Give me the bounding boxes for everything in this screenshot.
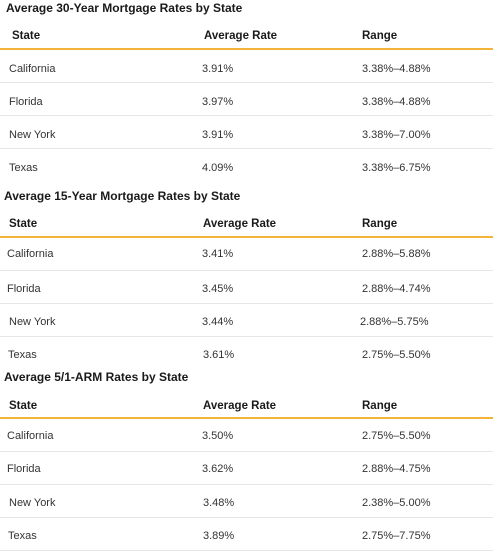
range-cell: 2.75%–7.75% [362,530,431,542]
average-rate-cell: 3.41% [202,248,234,260]
column-header-state: State [12,30,41,42]
table-header: State Average Rate Range [0,24,493,50]
range-cell: 3.38%–4.88% [362,96,431,108]
table-row: Texas 3.61% 2.75%–5.50% [0,337,493,370]
section-title: Average 30-Year Mortgage Rates by State [6,1,243,15]
column-header-state: State [9,218,38,230]
table-row: California 3.91% 3.38%–4.88% [0,50,493,83]
average-rate-cell: 3.48% [203,497,235,509]
average-rate-cell: 3.91% [202,63,234,75]
table-header: State Average Rate Range [0,212,493,238]
state-cell: Florida [7,283,41,295]
state-cell: Texas [8,530,37,542]
state-cell: Florida [7,463,41,475]
average-rate-cell: 3.44% [202,316,234,328]
range-cell: 2.38%–5.00% [362,497,431,509]
state-cell: California [7,430,54,442]
range-cell: 2.75%–5.50% [362,349,431,361]
column-header-average-rate: Average Rate [203,400,277,412]
average-rate-cell: 3.89% [203,530,235,542]
table-row: New York 3.48% 2.38%–5.00% [0,485,493,518]
column-header-state: State [9,400,38,412]
table-row: Texas 3.89% 2.75%–7.75% [0,518,493,551]
average-rate-cell: 3.62% [202,463,234,475]
table-row: Texas 4.09% 3.38%–6.75% [0,149,493,182]
table-row: New York 3.44% 2.88%–5.75% [0,304,493,337]
state-cell: California [9,63,56,75]
state-cell: New York [9,316,56,328]
average-rate-cell: 3.61% [203,349,235,361]
average-rate-cell: 3.97% [202,96,234,108]
column-header-range: Range [362,218,398,230]
range-cell: 2.88%–5.75% [360,316,429,328]
table-row: Florida 3.62% 2.88%–4.75% [0,452,493,485]
range-cell: 3.38%–7.00% [362,129,431,141]
average-rate-cell: 4.09% [202,162,234,174]
table-row: California 3.41% 2.88%–5.88% [0,238,493,271]
column-header-range: Range [362,30,398,42]
table-row: Florida 3.45% 2.88%–4.74% [0,271,493,304]
column-header-range: Range [362,400,398,412]
table-row: Florida 3.97% 3.38%–4.88% [0,83,493,116]
table-row: California 3.50% 2.75%–5.50% [0,419,493,452]
section-title: Average 15-Year Mortgage Rates by State [4,189,241,203]
table-header: State Average Rate Range [0,393,493,419]
section-title: Average 5/1-ARM Rates by State [4,370,189,384]
range-cell: 3.38%–6.75% [362,162,431,174]
average-rate-cell: 3.50% [202,430,234,442]
range-cell: 2.88%–4.74% [362,283,431,295]
state-cell: Florida [9,96,43,108]
average-rate-cell: 3.45% [202,283,234,295]
state-cell: New York [9,129,56,141]
state-cell: California [7,248,54,260]
state-cell: Texas [8,349,37,361]
range-cell: 2.75%–5.50% [362,430,431,442]
table-row: New York 3.91% 3.38%–7.00% [0,116,493,149]
state-cell: Texas [9,162,38,174]
column-header-average-rate: Average Rate [204,30,278,42]
column-header-average-rate: Average Rate [203,218,277,230]
range-cell: 3.38%–4.88% [362,63,431,75]
state-cell: New York [9,497,56,509]
average-rate-cell: 3.91% [202,129,234,141]
range-cell: 2.88%–5.88% [362,248,431,260]
range-cell: 2.88%–4.75% [362,463,431,475]
